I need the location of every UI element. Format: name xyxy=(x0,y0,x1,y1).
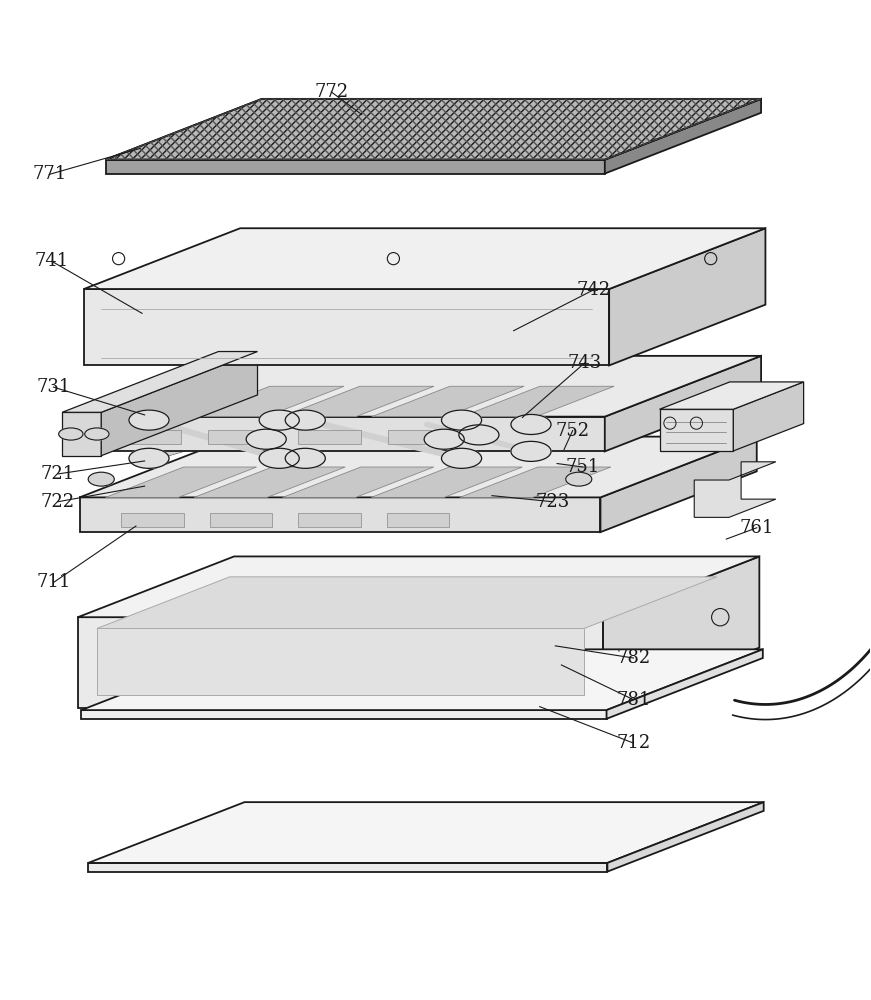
Text: 711: 711 xyxy=(37,573,71,591)
Ellipse shape xyxy=(58,428,83,440)
Polygon shape xyxy=(81,710,606,719)
Text: 743: 743 xyxy=(568,354,602,372)
Polygon shape xyxy=(607,802,764,872)
Polygon shape xyxy=(604,99,761,174)
Ellipse shape xyxy=(285,410,326,430)
Polygon shape xyxy=(694,462,776,517)
Ellipse shape xyxy=(511,414,551,434)
Text: 761: 761 xyxy=(739,519,774,537)
Text: 782: 782 xyxy=(617,649,651,667)
Polygon shape xyxy=(298,430,361,444)
Polygon shape xyxy=(75,356,761,417)
Text: 752: 752 xyxy=(556,422,590,440)
Ellipse shape xyxy=(246,429,287,449)
Polygon shape xyxy=(659,409,733,451)
Polygon shape xyxy=(105,160,604,174)
Ellipse shape xyxy=(260,448,300,468)
Polygon shape xyxy=(462,386,614,417)
Polygon shape xyxy=(606,649,763,719)
Polygon shape xyxy=(388,430,451,444)
Ellipse shape xyxy=(129,410,169,430)
Polygon shape xyxy=(79,437,757,497)
Polygon shape xyxy=(192,386,344,417)
Polygon shape xyxy=(603,556,760,708)
Polygon shape xyxy=(283,467,434,497)
Polygon shape xyxy=(387,513,449,527)
Text: 723: 723 xyxy=(536,493,570,511)
Polygon shape xyxy=(210,513,273,527)
Text: 771: 771 xyxy=(32,165,66,183)
Polygon shape xyxy=(62,352,258,412)
Polygon shape xyxy=(372,386,524,417)
Polygon shape xyxy=(207,430,271,444)
Text: 742: 742 xyxy=(577,281,611,299)
Polygon shape xyxy=(281,386,434,417)
Ellipse shape xyxy=(424,429,464,449)
Ellipse shape xyxy=(511,441,551,461)
Polygon shape xyxy=(105,99,761,160)
Text: 781: 781 xyxy=(617,691,651,709)
Polygon shape xyxy=(105,467,257,497)
Polygon shape xyxy=(121,513,184,527)
Ellipse shape xyxy=(566,472,591,486)
Ellipse shape xyxy=(129,448,169,468)
Ellipse shape xyxy=(260,410,300,430)
Polygon shape xyxy=(62,412,101,456)
Text: 721: 721 xyxy=(41,465,75,483)
Text: 751: 751 xyxy=(566,458,600,476)
Polygon shape xyxy=(604,356,761,451)
Polygon shape xyxy=(75,417,604,451)
Polygon shape xyxy=(371,467,523,497)
Polygon shape xyxy=(102,386,254,417)
Polygon shape xyxy=(97,577,717,628)
Polygon shape xyxy=(299,513,361,527)
Polygon shape xyxy=(78,556,760,617)
Polygon shape xyxy=(78,617,603,708)
Polygon shape xyxy=(659,382,804,409)
Polygon shape xyxy=(194,467,345,497)
Polygon shape xyxy=(118,430,181,444)
Polygon shape xyxy=(609,228,766,365)
Text: 772: 772 xyxy=(314,83,348,101)
Polygon shape xyxy=(81,649,763,710)
Ellipse shape xyxy=(442,448,482,468)
Ellipse shape xyxy=(459,425,499,445)
Polygon shape xyxy=(97,628,584,695)
Ellipse shape xyxy=(442,410,482,430)
Polygon shape xyxy=(84,289,609,365)
Polygon shape xyxy=(733,382,804,451)
Ellipse shape xyxy=(84,428,109,440)
Polygon shape xyxy=(460,467,611,497)
Text: 741: 741 xyxy=(35,252,69,270)
Polygon shape xyxy=(79,497,600,532)
Text: 722: 722 xyxy=(41,493,75,511)
Polygon shape xyxy=(84,228,766,289)
Polygon shape xyxy=(88,802,764,863)
Text: 712: 712 xyxy=(617,734,651,752)
Polygon shape xyxy=(101,352,258,456)
Ellipse shape xyxy=(285,448,326,468)
Ellipse shape xyxy=(88,472,114,486)
Polygon shape xyxy=(600,437,757,532)
Text: 731: 731 xyxy=(37,378,71,396)
Polygon shape xyxy=(88,863,607,872)
